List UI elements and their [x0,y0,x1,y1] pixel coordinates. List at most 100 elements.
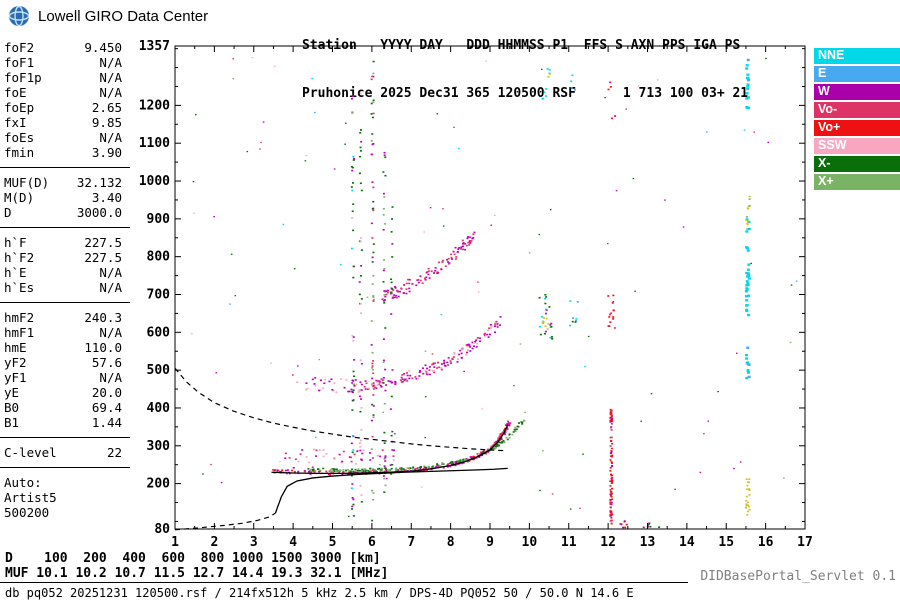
auto-scaler-label: Auto: [4,475,42,490]
second-hop-trace [378,380,381,383]
second-hop-lowfreq [330,378,333,381]
oblique-echo-12mhz [610,409,613,412]
second-hop-trace [458,353,461,356]
readout-label: foF2 [4,40,35,55]
f-trace-o-mode [446,465,449,468]
f-trace-o-mode [328,473,331,476]
readout-value: 3.90 [91,145,122,160]
readout-D: D 3000.0 [0,205,130,220]
second-hop-trace [461,348,464,351]
third-hop-band [454,246,457,249]
third-hop-band [419,275,422,277]
background-noise [304,160,307,162]
second-hop-trace [426,372,429,374]
f-trace-o-mode [272,469,275,471]
footer-divider [0,582,688,583]
cluster-10.4mhz [544,330,547,333]
interference-column [360,312,363,314]
spread-above-trace [369,459,372,461]
background-noise [490,224,493,226]
third-hop-band [447,261,450,263]
interference-column [371,181,374,183]
interference-column [370,419,373,422]
background-noise [190,333,193,335]
yellow-echoes-15.5mhz [748,204,751,207]
interference-column [350,474,353,477]
third-hop-band [437,272,440,274]
background-noise [424,350,427,352]
background-noise [528,252,531,254]
second-hop-trace [496,323,499,325]
cluster-10.4mhz-yellow [546,328,549,331]
second-hop-trace [456,358,459,361]
oblique-echo-12mhz [610,512,613,515]
interference-column [358,172,361,175]
interference-column [382,338,385,340]
interference-column [352,449,355,451]
readout-label: M(D) [4,190,35,205]
interference-column [358,281,361,283]
background-noise [318,358,321,361]
readout-label: B0 [4,400,20,415]
readout-label: h`F2 [4,250,35,265]
f-trace-o-mode [473,456,476,458]
second-hop-trace [418,371,421,374]
f-trace-o-mode [318,470,321,473]
nne-echoes-15.5mhz [745,376,749,380]
interference-column [360,398,363,400]
background-noise [551,493,554,495]
interference-column [370,102,373,105]
interference-column [351,112,354,115]
interference-column [359,449,362,452]
second-hop-trace [499,324,502,326]
background-noise [297,365,299,367]
bottom-specks-12mhz [619,523,622,525]
interference-column [371,368,374,371]
third-hop-band [444,265,447,268]
second-hop-trace [473,342,476,344]
f-trace-o-mode [325,470,328,473]
f-trace-o-mode [403,469,406,472]
x-trace [351,468,354,471]
x-trace [452,461,455,463]
spread-above-trace [315,455,318,457]
third-hop-band [433,272,436,274]
interference-column [390,291,393,294]
oblique-echo-12mhz [609,459,612,461]
plot-frame [174,45,806,530]
cluster-10.4mhz [538,296,541,299]
servlet-version: DIDBasePortal_Servlet 0.1 [700,569,896,584]
f-trace-o-mode [280,470,283,473]
background-noise [232,78,235,80]
background-noise [579,507,581,509]
readout-label: foF1 [4,55,35,70]
second-hop-trace [405,372,408,374]
third-hop-band [427,267,430,270]
f-trace-o-mode [303,470,306,473]
oblique-echo-12mhz-top [609,86,612,88]
background-noise [463,370,465,373]
nne-echoes-15.5mhz [746,283,750,287]
x-trace [350,469,353,472]
oblique-echo-12mhz [609,408,612,411]
third-hop-band [447,262,450,265]
interference-column [372,416,375,418]
interference-column [350,487,353,490]
interference-column [372,394,375,396]
spread-above-trace [301,449,304,451]
third-hop-band [450,253,453,256]
interference-column [372,99,375,102]
second-hop-trace [389,380,392,383]
cluster-11.1mhz-top [570,86,573,89]
x-trace [354,468,357,471]
third-hop-band [460,246,463,248]
x-trace [307,468,310,470]
yellow-echoes-15.5mhz [748,489,751,492]
third-hop-band [469,242,472,245]
readout-label: B1 [4,415,20,430]
oblique-echo-12mhz [609,455,612,457]
cluster-11.1mhz [575,318,578,320]
cluster-10.4mhz-top [546,68,549,70]
third-hop-band [405,288,408,290]
interference-column [372,101,375,104]
